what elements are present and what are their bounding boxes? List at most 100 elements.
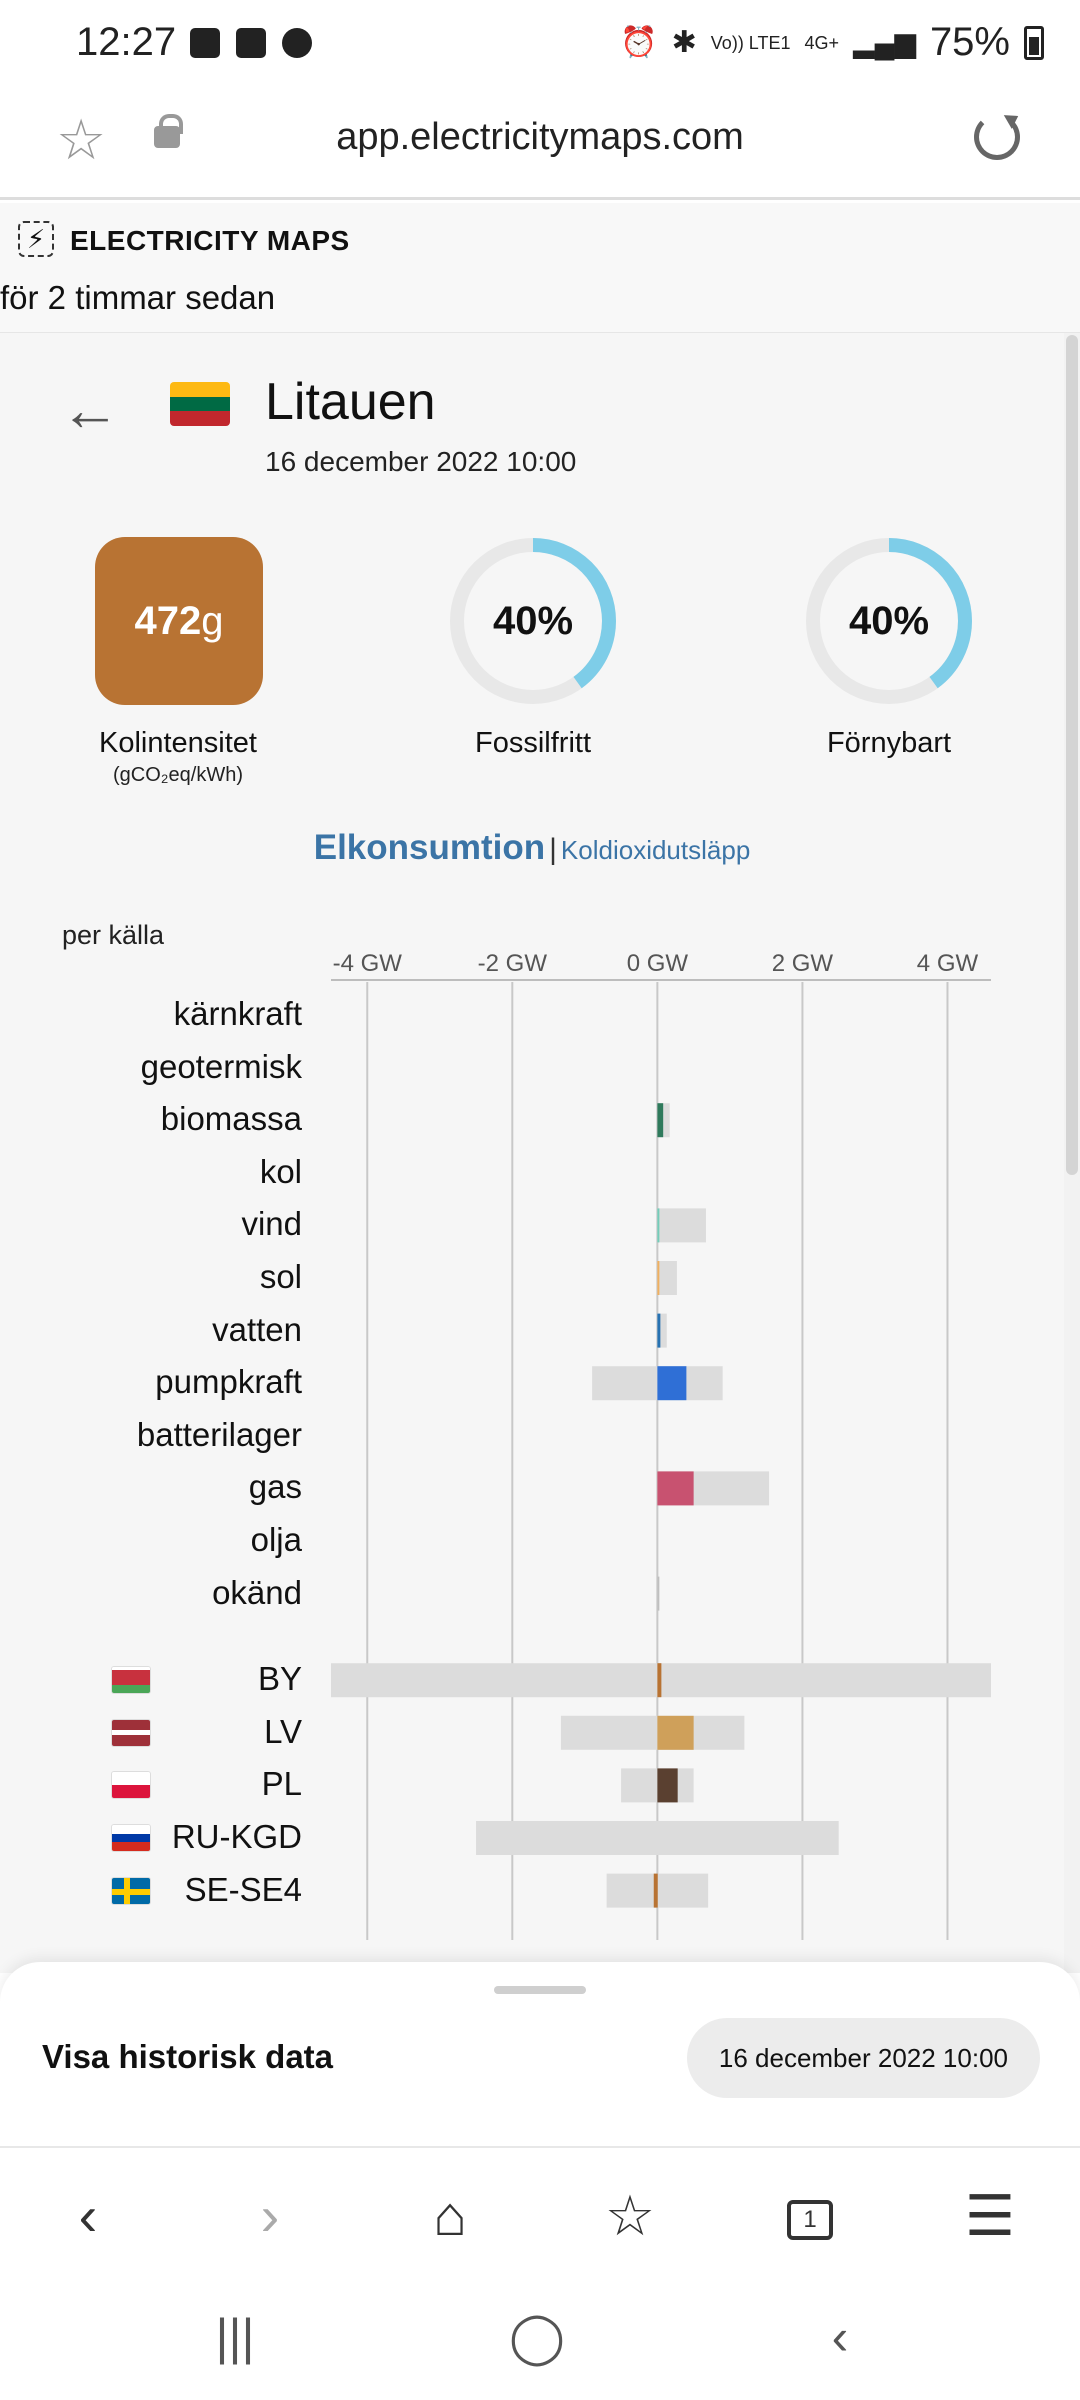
back-arrow-icon[interactable]: ← [60, 376, 120, 443]
country-flag-icon [111, 1876, 151, 1905]
zone-name: Litauen [265, 373, 436, 431]
tab-emissions[interactable]: Koldioxidutsläpp [560, 835, 751, 865]
mode-tabs: Elkonsumtion | Koldioxidutsläpp [0, 828, 1064, 868]
battery-percent: 75% [929, 20, 1010, 64]
browser-home-icon[interactable]: ⌂ [433, 2184, 467, 2247]
browser-bookmarks-icon[interactable]: ☆ [604, 2184, 656, 2247]
production-bar[interactable] [657, 1471, 694, 1506]
source-label: gas [248, 1468, 302, 1506]
source-label: kol [259, 1152, 302, 1190]
electricity-maps-logo-icon[interactable]: ⚡ [18, 221, 54, 257]
chart-svg [331, 979, 991, 1940]
chart-header: per källa [62, 920, 165, 950]
x-tick-label: -4 GW [332, 950, 402, 977]
source-label: vind [241, 1205, 302, 1243]
system-back-icon[interactable]: ‹ [831, 2309, 849, 2365]
battery-icon [1024, 25, 1044, 60]
fossil-free-value: 40% [492, 599, 574, 643]
alarm-icon: ⏰ [620, 26, 658, 59]
browser-tabs-icon[interactable]: 1 [770, 2176, 850, 2256]
browser-forward-icon[interactable]: › [260, 2184, 280, 2247]
browser-nav-bar: ‹ › ⌂ ☆ 1 ☰ [0, 2146, 1080, 2276]
fossil-free-label: Fossilfritt [475, 727, 591, 759]
carbon-intensity-label: Kolintensitet [99, 727, 257, 759]
renewable-label: Förnybart [826, 727, 952, 759]
tabs-count: 1 [787, 2200, 833, 2241]
source-label: geotermisk [140, 1047, 302, 1085]
checkbox-notification-icon [190, 28, 220, 58]
lock-icon[interactable] [154, 114, 183, 148]
blocked-notification-icon [282, 28, 312, 58]
network-type: 4G+ [804, 32, 840, 53]
exchange-label: LV [264, 1712, 302, 1750]
x-tick-label: 4 GW [916, 950, 979, 977]
production-bar[interactable] [657, 1261, 660, 1295]
system-nav-bar: ||| ◯ ‹ [0, 2276, 1080, 2400]
production-bar[interactable] [657, 1313, 661, 1348]
scrollbar-thumb[interactable] [1066, 335, 1078, 1175]
exchange-label: SE-SE4 [184, 1870, 302, 1908]
production-bar[interactable] [657, 1103, 664, 1138]
bookmark-star-icon[interactable]: ☆ [56, 108, 107, 171]
lithuania-flag-icon [170, 382, 230, 426]
carbon-intensity-value: 472 [134, 599, 202, 643]
source-label: vatten [212, 1310, 302, 1348]
exchange-flow-bar[interactable] [657, 1715, 694, 1750]
url-bar: ☆ app.electricitymaps.com [0, 90, 1080, 200]
x-tick-label: 0 GW [626, 950, 689, 977]
status-right: ⏰ ✱ Vo)) LTE1 4G+ ▂▄▆ 75% [620, 20, 1044, 65]
recents-icon[interactable]: ||| [215, 2309, 255, 2365]
history-sheet: Visa historisk data 16 december 2022 10:… [0, 1962, 1080, 2146]
bluetooth-icon: ✱ [671, 26, 697, 59]
status-bar: 12:27 ⏰ ✱ Vo)) LTE1 4G+ ▂▄▆ 75% [0, 0, 1080, 90]
browser-back-icon[interactable]: ‹ [78, 2184, 98, 2247]
production-bar[interactable] [657, 1208, 660, 1243]
capacity-bar[interactable] [657, 1261, 677, 1295]
app-header: ⚡ ELECTRICITY MAPS för 2 timmar sedan [0, 203, 1080, 333]
sheet-drag-handle[interactable] [494, 1986, 586, 1994]
production-bar[interactable] [657, 1366, 687, 1401]
system-home-icon[interactable]: ◯ [509, 2309, 565, 2365]
renewable-gauge: 40% [805, 537, 973, 705]
reload-icon[interactable] [974, 114, 1020, 160]
exchange-capacity-bar[interactable] [476, 1821, 839, 1855]
source-label: okänd [212, 1573, 302, 1611]
last-updated: för 2 timmar sedan [0, 279, 276, 316]
x-tick-label: 2 GW [771, 950, 834, 977]
capacity-bar[interactable] [657, 1208, 706, 1243]
exchange-flow-bar[interactable] [657, 1768, 678, 1803]
exchange-label: PL [261, 1765, 302, 1803]
volte-indicator: Vo)) LTE1 [710, 32, 791, 53]
url-text[interactable]: app.electricitymaps.com [336, 116, 744, 158]
browser-menu-icon[interactable]: ☰ [964, 2184, 1016, 2247]
source-label: batterilager [136, 1415, 302, 1453]
carbon-intensity-box: 472g [95, 537, 263, 705]
country-flag-icon [111, 1824, 151, 1852]
history-title: Visa historisk data [42, 2038, 334, 2075]
tab-separator: | [549, 833, 557, 866]
history-date-button[interactable]: 16 december 2022 10:00 [686, 2018, 1040, 2098]
fossil-free-ring-fill [450, 538, 616, 704]
country-flag-icon [111, 1666, 151, 1695]
source-label: pumpkraft [155, 1363, 302, 1401]
country-flag-icon [111, 1771, 151, 1800]
capacity-bar[interactable] [657, 1313, 667, 1348]
exchange-label: BY [257, 1660, 302, 1698]
brand-name[interactable]: ELECTRICITY MAPS [70, 225, 350, 256]
signal-icon: ▂▄▆ [853, 27, 916, 58]
production-chart: -4 GW -2 GW 0 GW 2 GW 4 GW kärnkraft geotermis… [0, 940, 1064, 1950]
exchange-capacity-bar[interactable] [560, 1715, 745, 1750]
source-label: biomassa [160, 1100, 302, 1138]
production-bar[interactable] [657, 1576, 660, 1611]
carbon-intensity-unit: g [201, 599, 224, 643]
tab-consumption[interactable]: Elkonsumtion [313, 828, 546, 867]
source-label: olja [250, 1521, 302, 1558]
x-tick-label: -2 GW [477, 950, 547, 977]
exchange-flow-bar[interactable] [657, 1663, 662, 1698]
exchange-label: RU-KGD [171, 1818, 302, 1855]
fossil-free-gauge: 40% [449, 537, 617, 705]
renewable-value: 40% [848, 599, 930, 643]
renewable-ring-fill [806, 538, 972, 704]
exchange-flow-bar[interactable] [653, 1873, 658, 1908]
status-time: 12:27 [76, 20, 177, 64]
